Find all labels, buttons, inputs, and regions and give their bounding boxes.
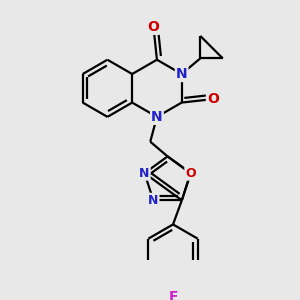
Text: O: O xyxy=(185,167,196,180)
Text: N: N xyxy=(148,194,158,207)
Text: N: N xyxy=(151,110,163,124)
Text: F: F xyxy=(168,290,178,300)
Text: O: O xyxy=(148,20,159,34)
Text: N: N xyxy=(139,167,150,180)
Text: O: O xyxy=(207,92,219,106)
Text: N: N xyxy=(176,67,188,81)
